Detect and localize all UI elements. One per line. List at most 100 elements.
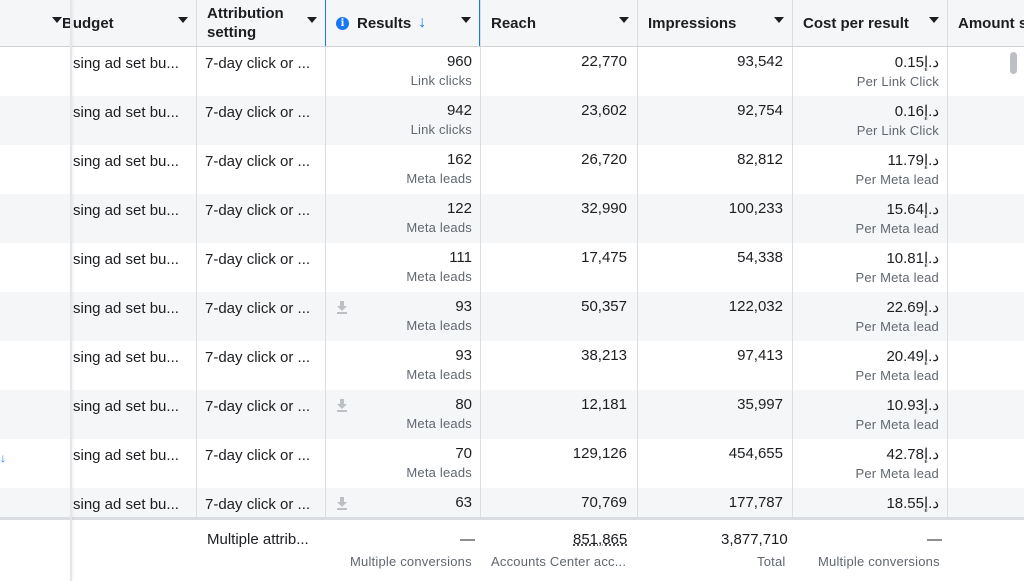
header-results[interactable]: i Results ↓	[325, 0, 480, 46]
cell-budget: sing ad set bu...	[73, 496, 179, 513]
table-row[interactable]: sing ad set bu... 7-day click or ... 93 Met…	[0, 341, 1024, 390]
summary-reach[interactable]: 851,865	[573, 531, 628, 548]
cell-results: 162 Meta leads	[326, 151, 472, 186]
caret-down-icon[interactable]	[178, 17, 188, 23]
cell-results: 960 Link clicks	[326, 53, 472, 88]
results-type: Meta leads	[406, 416, 472, 431]
cell-attribution: 7-day click or ...	[205, 153, 311, 170]
cell-cost-per-result: د.إ18.55	[793, 494, 939, 515]
header-cell-name[interactable]	[0, 0, 72, 46]
results-type: Link clicks	[410, 122, 472, 137]
table-row[interactable]: sing ad set bu... 7-day click or ... 80 Met…	[0, 390, 1024, 439]
cell-budget: sing ad set bu...	[73, 398, 179, 415]
cost-type: Per Meta lead	[855, 417, 939, 432]
row-indicator-icon: ↓	[0, 451, 6, 465]
header-budget[interactable]: Budget	[62, 0, 196, 46]
cell-reach: 12,181	[581, 396, 627, 413]
summary-reach-sub: Accounts Center acc...	[491, 554, 627, 569]
column-divider	[480, 47, 481, 517]
table-row[interactable]: sing ad set bu... 7-day click or ... 70 Met…	[0, 439, 1024, 488]
header-reach[interactable]: Reach	[480, 0, 637, 46]
cost-type: Per Link Click	[856, 74, 939, 89]
cell-results: 93 Meta leads	[326, 298, 472, 333]
cell-results: 70 Meta leads	[326, 445, 472, 480]
results-value: 63	[455, 494, 472, 511]
cell-reach: 38,213	[581, 347, 627, 364]
caret-down-icon[interactable]	[461, 17, 471, 23]
cell-attribution: 7-day click or ...	[205, 104, 311, 121]
cost-type: Per Meta lead	[855, 221, 939, 236]
table-header: Budget Attribution setting i Results ↓ R…	[0, 0, 1024, 47]
caret-down-icon[interactable]	[774, 17, 784, 23]
cell-impressions: 82,812	[737, 151, 783, 168]
header-cost-per-result[interactable]: Cost per result	[792, 0, 947, 46]
header-impressions-label: Impressions	[648, 14, 737, 32]
cell-budget: sing ad set bu...	[73, 349, 179, 366]
cell-results: 942 Link clicks	[326, 102, 472, 137]
cell-results: 122 Meta leads	[326, 200, 472, 235]
cell-attribution: 7-day click or ...	[205, 447, 311, 464]
cell-impressions: 122,032	[728, 298, 783, 315]
caret-down-icon[interactable]	[307, 17, 317, 23]
cell-cost-per-result: د.إ10.81 Per Meta lead	[793, 249, 939, 285]
cell-attribution: 7-day click or ...	[205, 349, 311, 366]
table-row[interactable]: sing ad set bu... 7-day click or ... 960 Li…	[0, 47, 1024, 96]
cell-impressions: 454,655	[728, 445, 783, 462]
cell-attribution: 7-day click or ...	[205, 251, 311, 268]
cell-reach: 22,770	[581, 53, 627, 70]
results-value: 960	[446, 53, 472, 70]
cell-budget: sing ad set bu...	[73, 202, 179, 219]
results-value: 93	[455, 298, 472, 315]
download-icon[interactable]	[336, 496, 348, 510]
cell-budget: sing ad set bu...	[73, 104, 179, 121]
cell-attribution: 7-day click or ...	[205, 202, 311, 219]
header-impressions[interactable]: Impressions	[637, 0, 792, 46]
header-results-wrap: i Results ↓	[336, 0, 426, 46]
info-icon[interactable]: i	[336, 16, 349, 30]
cell-attribution: 7-day click or ...	[205, 496, 311, 513]
cell-attribution: 7-day click or ...	[205, 55, 311, 72]
download-icon[interactable]	[336, 398, 348, 412]
caret-down-icon[interactable]	[929, 17, 939, 23]
column-divider	[196, 47, 197, 517]
table-row[interactable]: sing ad set bu... 7-day click or ... 93 Met…	[0, 292, 1024, 341]
header-amount-label: Amount s	[958, 14, 1024, 32]
cell-reach: 129,126	[572, 445, 627, 462]
results-type: Meta leads	[406, 220, 472, 235]
caret-down-icon[interactable]	[619, 17, 629, 23]
results-value: 162	[446, 151, 472, 168]
results-type: Meta leads	[406, 171, 472, 186]
cost-value: د.إ22.69	[886, 299, 939, 316]
table-row[interactable]: sing ad set bu... 7-day click or ... 942 Li…	[0, 96, 1024, 145]
header-attribution-setting[interactable]: Attribution setting	[196, 0, 325, 46]
table-row[interactable]: sing ad set bu... 7-day click or ... 162 Me…	[0, 145, 1024, 194]
cost-value: د.إ10.93	[886, 397, 939, 414]
header-attribution-label: Attribution setting	[207, 5, 284, 41]
sort-descending-icon[interactable]: ↓	[418, 14, 427, 31]
header-amount-spent[interactable]: Amount s	[947, 0, 1024, 46]
summary-cost: —	[927, 531, 942, 548]
cost-type: Per Meta lead	[855, 270, 939, 285]
cell-cost-per-result: د.إ42.78 Per Meta lead	[793, 445, 939, 481]
cell-attribution: 7-day click or ...	[205, 398, 311, 415]
cell-reach: 50,357	[581, 298, 627, 315]
vertical-scrollbar[interactable]	[1010, 52, 1017, 74]
results-value: 111	[449, 249, 472, 266]
table-row[interactable]: sing ad set bu... 7-day click or ... 122 Me…	[0, 194, 1024, 243]
cell-cost-per-result: د.إ0.15 Per Link Click	[793, 53, 939, 89]
caret-down-icon[interactable]	[52, 17, 62, 23]
cell-reach: 70,769	[581, 494, 627, 511]
cell-budget: sing ad set bu...	[73, 447, 179, 464]
header-cost-label: Cost per result	[803, 14, 909, 32]
summary-impressions: 3,877,710	[721, 531, 788, 548]
table-row[interactable]: sing ad set bu... 7-day click or ... 111 Me…	[0, 243, 1024, 292]
column-divider	[325, 47, 326, 517]
cell-cost-per-result: د.إ11.79 Per Meta lead	[793, 151, 939, 187]
header-reach-label: Reach	[491, 14, 537, 32]
download-icon[interactable]	[336, 300, 348, 314]
results-type: Meta leads	[406, 269, 472, 284]
cost-type: Per Meta lead	[855, 319, 939, 334]
cell-reach: 17,475	[581, 249, 627, 266]
cost-value: د.إ18.55	[886, 495, 939, 512]
